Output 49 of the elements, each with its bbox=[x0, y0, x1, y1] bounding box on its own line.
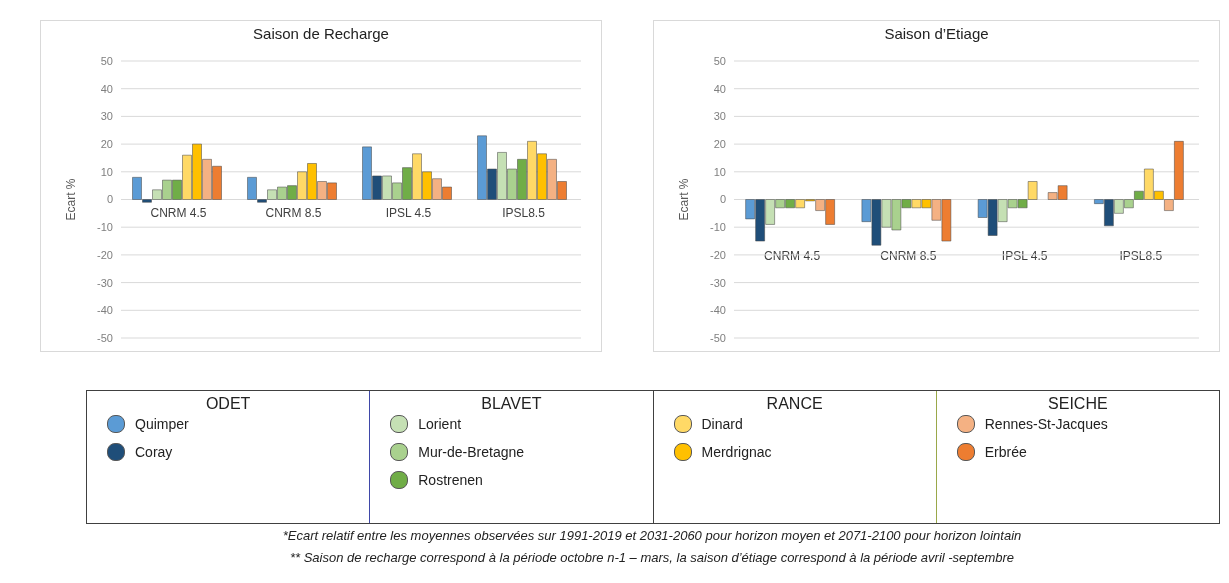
text: SEICHE bbox=[1047, 395, 1109, 413]
y-tick-label: 10 bbox=[713, 165, 726, 178]
text: ** Saison de recharge correspond à la période octobre n-1 – mars, la saison d’étiage correspond à la période avril -septembre bbox=[288, 550, 1016, 565]
y-tick-label: 20 bbox=[713, 138, 726, 151]
legend-label: Merdrignac bbox=[701, 444, 772, 460]
y-tick-label: -50 bbox=[710, 331, 726, 344]
legend-label: Quimper bbox=[135, 416, 189, 432]
x-tick-label: CNRM 4.5 bbox=[763, 248, 822, 263]
x-tick-label: IPSL 4.5 bbox=[1000, 248, 1049, 263]
y-tick-label: 0 bbox=[106, 193, 113, 206]
legend-label: Mur-de-Bretagne bbox=[418, 444, 525, 460]
y-tick-label: -30 bbox=[710, 276, 726, 289]
y-tick-label: -10 bbox=[97, 221, 113, 234]
y-tick-label: -20 bbox=[97, 248, 113, 261]
y-tick-label: -40 bbox=[710, 304, 726, 317]
y-axis-title: Ecart % bbox=[64, 178, 79, 221]
y-tick-label: 40 bbox=[713, 82, 726, 95]
chart-title: Saison d’Etiage bbox=[883, 25, 990, 42]
x-tick-label: IPSL 4.5 bbox=[384, 205, 433, 220]
legend-label: Erbrée bbox=[984, 444, 1027, 460]
x-tick-label: CNRM 8.5 bbox=[879, 248, 938, 263]
y-tick-label: 20 bbox=[100, 138, 113, 151]
legend-label: Coray bbox=[135, 444, 173, 460]
y-tick-label: 30 bbox=[713, 110, 726, 123]
x-tick-label: IPSL8.5 bbox=[501, 205, 546, 220]
legend-label: Rostrenen bbox=[418, 472, 483, 488]
y-tick-label: -20 bbox=[710, 248, 726, 261]
text: *Ecart relatif entre les moyennes observées sur 1991-2019 et 2031-2060 pour horizon moyen et 2071-2100 pour horizon lointain bbox=[281, 528, 1023, 543]
y-tick-label: -40 bbox=[97, 304, 113, 317]
legend-label: Dinard bbox=[701, 416, 743, 432]
legend-label: Lorient bbox=[418, 416, 462, 432]
chart-title: Saison de Recharge bbox=[252, 25, 390, 42]
y-tick-label: 50 bbox=[713, 54, 726, 67]
legend-label: Rennes-St-Jacques bbox=[984, 416, 1108, 432]
y-tick-label: 0 bbox=[719, 193, 726, 206]
y-tick-label: -10 bbox=[710, 221, 726, 234]
y-tick-label: -30 bbox=[97, 276, 113, 289]
x-tick-label: IPSL8.5 bbox=[1118, 248, 1164, 263]
x-tick-label: CNRM 8.5 bbox=[264, 205, 323, 220]
y-tick-label: 50 bbox=[100, 54, 113, 67]
text: RANCE bbox=[765, 395, 824, 413]
y-tick-label: 40 bbox=[100, 82, 113, 95]
text: ODET bbox=[204, 395, 252, 413]
x-tick-label: CNRM 4.5 bbox=[149, 205, 208, 220]
y-tick-label: 10 bbox=[100, 165, 113, 178]
y-axis-title: Ecart % bbox=[677, 178, 692, 221]
y-tick-label: 30 bbox=[100, 110, 113, 123]
y-tick-label: -50 bbox=[97, 331, 113, 344]
text: BLAVET bbox=[480, 395, 543, 413]
